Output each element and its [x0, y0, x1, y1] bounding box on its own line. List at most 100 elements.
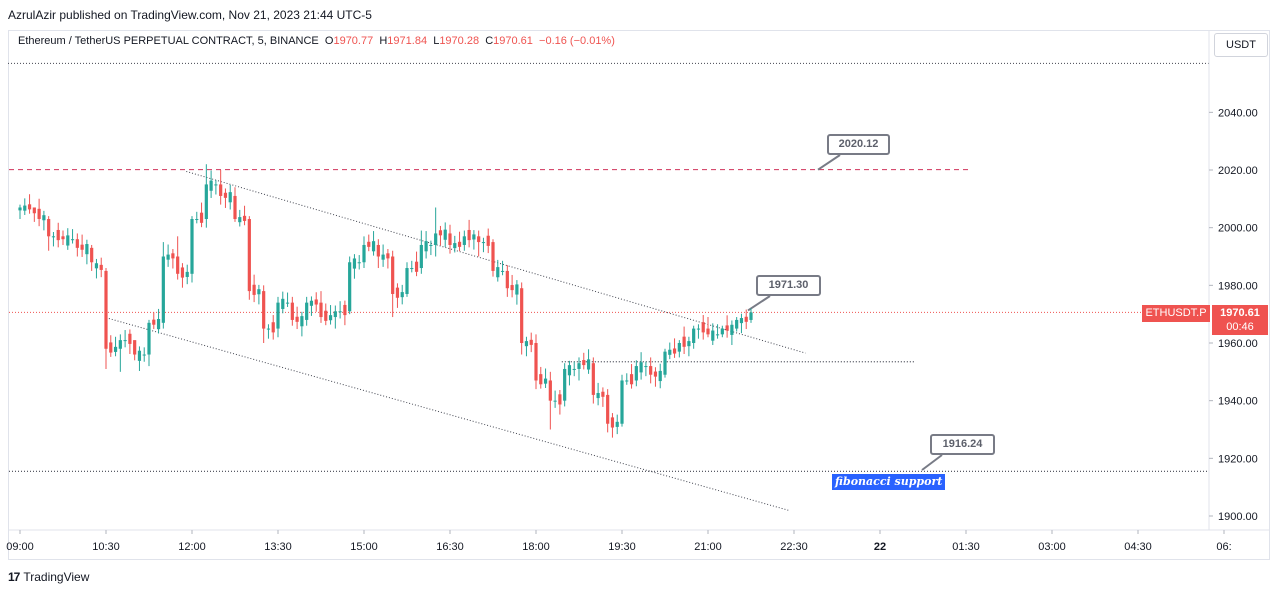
candle-body: [281, 298, 285, 309]
candle-body: [400, 292, 404, 298]
tradingview-logo-icon: 17: [8, 570, 20, 584]
candle-body: [109, 342, 113, 353]
symbol-legend[interactable]: Ethereum / TetherUS PERPETUAL CONTRACT, …: [18, 35, 615, 47]
candle-body: [352, 258, 357, 269]
candle-body: [429, 244, 433, 246]
last-price-tag: 1970.61 00:46: [1212, 305, 1268, 335]
candle-body: [610, 417, 615, 428]
candle-body: [371, 241, 376, 252]
candle-body: [276, 302, 280, 329]
candle-body: [481, 242, 486, 244]
footer[interactable]: 17 TradingView: [8, 570, 89, 584]
callout-pointer: [747, 295, 771, 312]
callout-1971[interactable]: 1971.30: [756, 275, 821, 296]
candle-body: [672, 348, 677, 354]
candle-body: [66, 235, 70, 246]
candle-body: [472, 234, 476, 240]
candle-body: [462, 236, 466, 245]
candle-body: [625, 380, 629, 382]
candle-body: [701, 322, 705, 333]
candle-body: [118, 340, 122, 349]
candle-body: [290, 302, 294, 320]
candle-body: [386, 253, 390, 259]
footer-brand: TradingView: [23, 570, 90, 584]
candle-body: [32, 207, 36, 214]
candle-body: [467, 229, 471, 241]
x-tick-label: 01:30: [952, 541, 980, 553]
x-tick-label: 21:00: [694, 541, 722, 553]
candle-body: [434, 233, 438, 245]
candle-body: [510, 285, 514, 291]
candle-body: [214, 184, 218, 186]
candle-body: [27, 204, 32, 210]
candle-body: [271, 322, 275, 333]
candle-body: [567, 365, 572, 376]
candles-layer: [18, 164, 753, 438]
candle-body: [391, 256, 395, 294]
candle-body: [534, 343, 538, 381]
candle-body: [687, 341, 691, 347]
close-value: 1970.61: [493, 35, 533, 47]
candle-body: [47, 219, 51, 237]
candle-body: [520, 288, 524, 343]
candle-body: [348, 262, 352, 312]
candle-body: [362, 244, 366, 263]
candle-body: [711, 330, 715, 341]
candle-body: [739, 318, 744, 324]
y-tick-label: 1960.00: [1218, 338, 1258, 350]
candle-body: [725, 325, 729, 331]
x-tick-label: 18:00: [522, 541, 550, 553]
x-tick-label: 10:30: [92, 541, 120, 553]
callout-pointer: [921, 454, 943, 471]
candle-body: [505, 270, 509, 289]
candle-body: [539, 374, 543, 385]
candle-body: [591, 363, 595, 395]
candle-body: [80, 244, 84, 250]
candle-body: [529, 339, 533, 345]
x-tick-label: 06:: [1216, 541, 1231, 553]
change-value: −0.16 (−0.01%): [539, 35, 615, 47]
x-tick-label: 22:30: [780, 541, 808, 553]
callout-1916[interactable]: 1916.24: [930, 434, 995, 455]
candle-body: [223, 192, 228, 198]
candle-body: [658, 370, 662, 382]
candle-body: [395, 287, 400, 298]
candle-body: [586, 359, 591, 370]
candle-body: [90, 247, 94, 263]
candle-body: [486, 235, 490, 246]
last-price: 1970.61: [1220, 307, 1260, 319]
currency-button[interactable]: USDT: [1214, 33, 1268, 57]
candle-body: [51, 236, 56, 238]
candle-body: [328, 315, 333, 321]
x-tick-label: 19:30: [608, 541, 636, 553]
fibonacci-support-label[interactable]: fibonacci support: [832, 474, 946, 490]
candle-body: [314, 299, 318, 305]
callout-2020[interactable]: 2020.12: [827, 134, 890, 155]
candle-body: [61, 236, 65, 240]
candle-body: [333, 311, 337, 318]
candle-body: [615, 421, 619, 427]
chart-frame[interactable]: [8, 30, 1270, 560]
candle-body: [515, 284, 519, 295]
candle-body: [543, 378, 548, 384]
candle-body: [496, 267, 500, 278]
candle-body: [18, 207, 22, 211]
candle-body: [99, 264, 103, 270]
y-tick-label: 2000.00: [1218, 223, 1258, 235]
candle-body: [606, 394, 610, 424]
candle-body: [735, 319, 739, 329]
candle-body: [104, 270, 108, 349]
candle-body: [295, 316, 299, 322]
candle-body: [491, 242, 495, 271]
candle-body: [453, 243, 457, 249]
candle-body: [620, 380, 624, 424]
x-tick-label: 09:00: [6, 541, 34, 553]
candle-body: [720, 328, 724, 335]
candle-body: [443, 229, 447, 240]
candle-body: [477, 236, 481, 243]
candle-body: [414, 261, 419, 272]
published-line: AzrulAzir published on TradingView.com, …: [8, 8, 372, 22]
candle-body: [644, 366, 648, 368]
candle-body: [70, 239, 75, 241]
